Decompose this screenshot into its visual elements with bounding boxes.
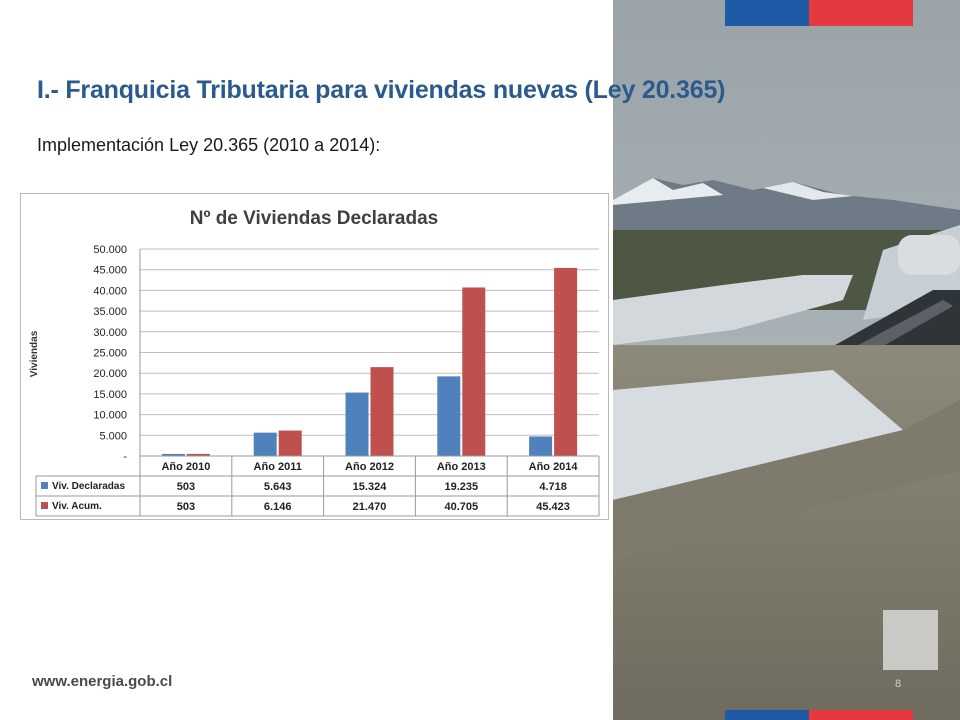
bar-declaradas [437, 376, 461, 456]
data-label: 5.643 [264, 481, 292, 493]
bar-declaradas [253, 432, 277, 456]
slide-subtitle: Implementación Ley 20.365 (2010 a 2014): [37, 135, 381, 155]
data-label: 21.470 [353, 501, 387, 513]
y-tick-label: 45.000 [93, 265, 127, 277]
x-tick-label: Año 2011 [254, 461, 302, 473]
bar-acum [462, 287, 486, 456]
bar-declaradas [345, 392, 369, 456]
legend-swatch [41, 502, 48, 509]
data-label: 45.423 [536, 501, 570, 513]
data-label: 4.718 [539, 481, 567, 493]
solar-panel-photo [613, 0, 960, 720]
y-tick-label: 25.000 [93, 348, 127, 360]
data-label: 503 [177, 501, 195, 513]
y-tick-label: 40.000 [93, 285, 127, 297]
flag-blue-stripe [725, 710, 809, 720]
bar-acum [186, 453, 210, 456]
flag-blue-stripe [725, 0, 809, 26]
y-tick-label: 10.000 [93, 410, 127, 422]
bar-chart: Nº de Viviendas Declaradas Viviendas - 5.00… [29, 208, 600, 517]
legend-label: Viv. Acum. [52, 501, 102, 512]
page-number: 8 [895, 678, 902, 690]
legend-label: Viv. Declaradas [52, 481, 125, 492]
x-tick-label: Año 2010 [161, 461, 210, 473]
y-axis-label: Viviendas [29, 330, 40, 377]
legend-swatch [41, 482, 48, 489]
slide-title: I.- Franquicia Tributaria para viviendas… [37, 76, 726, 104]
y-tick-label: 20.000 [93, 368, 127, 380]
flag-red-stripe [809, 710, 913, 720]
y-tick-label: 50.000 [93, 244, 127, 256]
data-label: 6.146 [264, 501, 292, 513]
x-tick-label: Año 2014 [529, 461, 579, 473]
x-tick-label: Año 2012 [345, 461, 394, 473]
website-link[interactable]: www.energia.gob.cl [32, 673, 173, 690]
data-label: 503 [177, 481, 195, 493]
x-tick-label: Año 2013 [437, 461, 486, 473]
data-label: 15.324 [353, 481, 388, 493]
flag-red-stripe [809, 0, 913, 26]
flag-bar-bottom [725, 710, 913, 720]
chart-title: Nº de Viviendas Declaradas [190, 208, 438, 229]
data-label: 40.705 [444, 501, 478, 513]
y-tick-label: 15.000 [93, 389, 127, 401]
y-tick-label: 5.000 [99, 430, 127, 442]
bar-declaradas [529, 436, 553, 456]
data-label: 19.235 [444, 481, 478, 493]
bar-acum [278, 430, 302, 456]
y-tick-label: 35.000 [93, 306, 127, 318]
bar-acum [370, 367, 394, 456]
y-tick-label: 30.000 [93, 327, 127, 339]
chart-container: Nº de Viviendas Declaradas Viviendas - 5.00… [20, 193, 609, 520]
bar-declaradas [161, 453, 185, 456]
flag-bar-top [725, 0, 913, 26]
y-tick-label: - [123, 451, 127, 463]
bar-acum [554, 267, 578, 456]
